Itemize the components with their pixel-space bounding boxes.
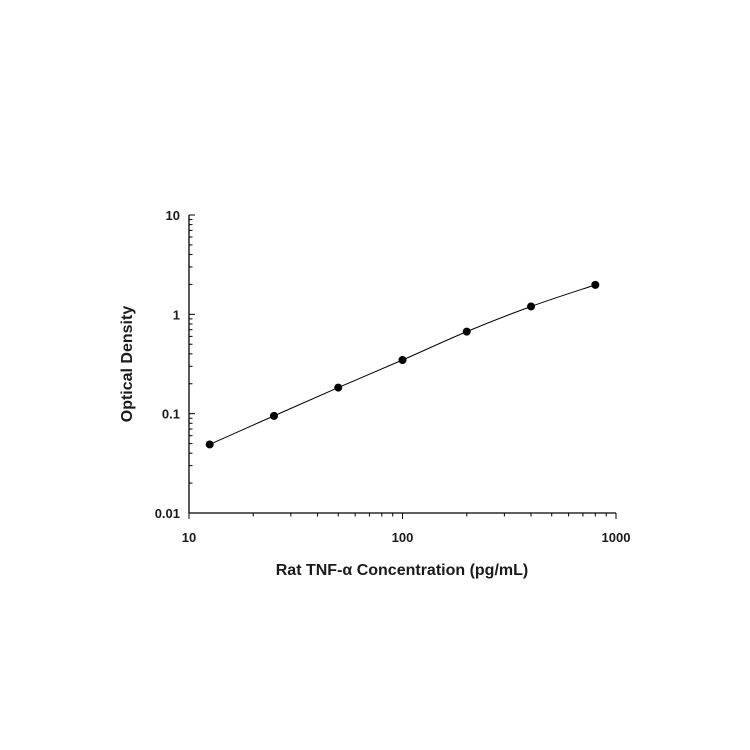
data-point [205,440,214,449]
x-tick-labels: 10 100 1000 [182,530,631,545]
x-tick-label: 1000 [602,530,631,545]
y-tick-labels: 0.01 0.1 1 10 [155,208,180,521]
x-axis-title: Rat TNF-α Concentration (pg/mL) [276,562,528,579]
x-tick-label: 10 [182,530,196,545]
y-axis-title: Optical Density [119,306,136,423]
x-ticks [188,513,617,519]
axes [188,215,616,514]
y-tick-label: 0.01 [155,506,180,521]
y-tick-label: 1 [173,307,180,322]
data-point [462,327,471,336]
fit-curve-line [209,284,596,445]
data-point [269,411,278,420]
data-point [527,302,536,311]
data-points [205,280,600,449]
x-tick-label: 100 [392,530,414,545]
data-point [591,280,600,289]
y-tick-label: 10 [166,208,180,223]
data-point [398,355,407,364]
y-tick-label: 0.1 [162,407,180,422]
data-point [334,383,343,392]
y-ticks [189,214,195,514]
